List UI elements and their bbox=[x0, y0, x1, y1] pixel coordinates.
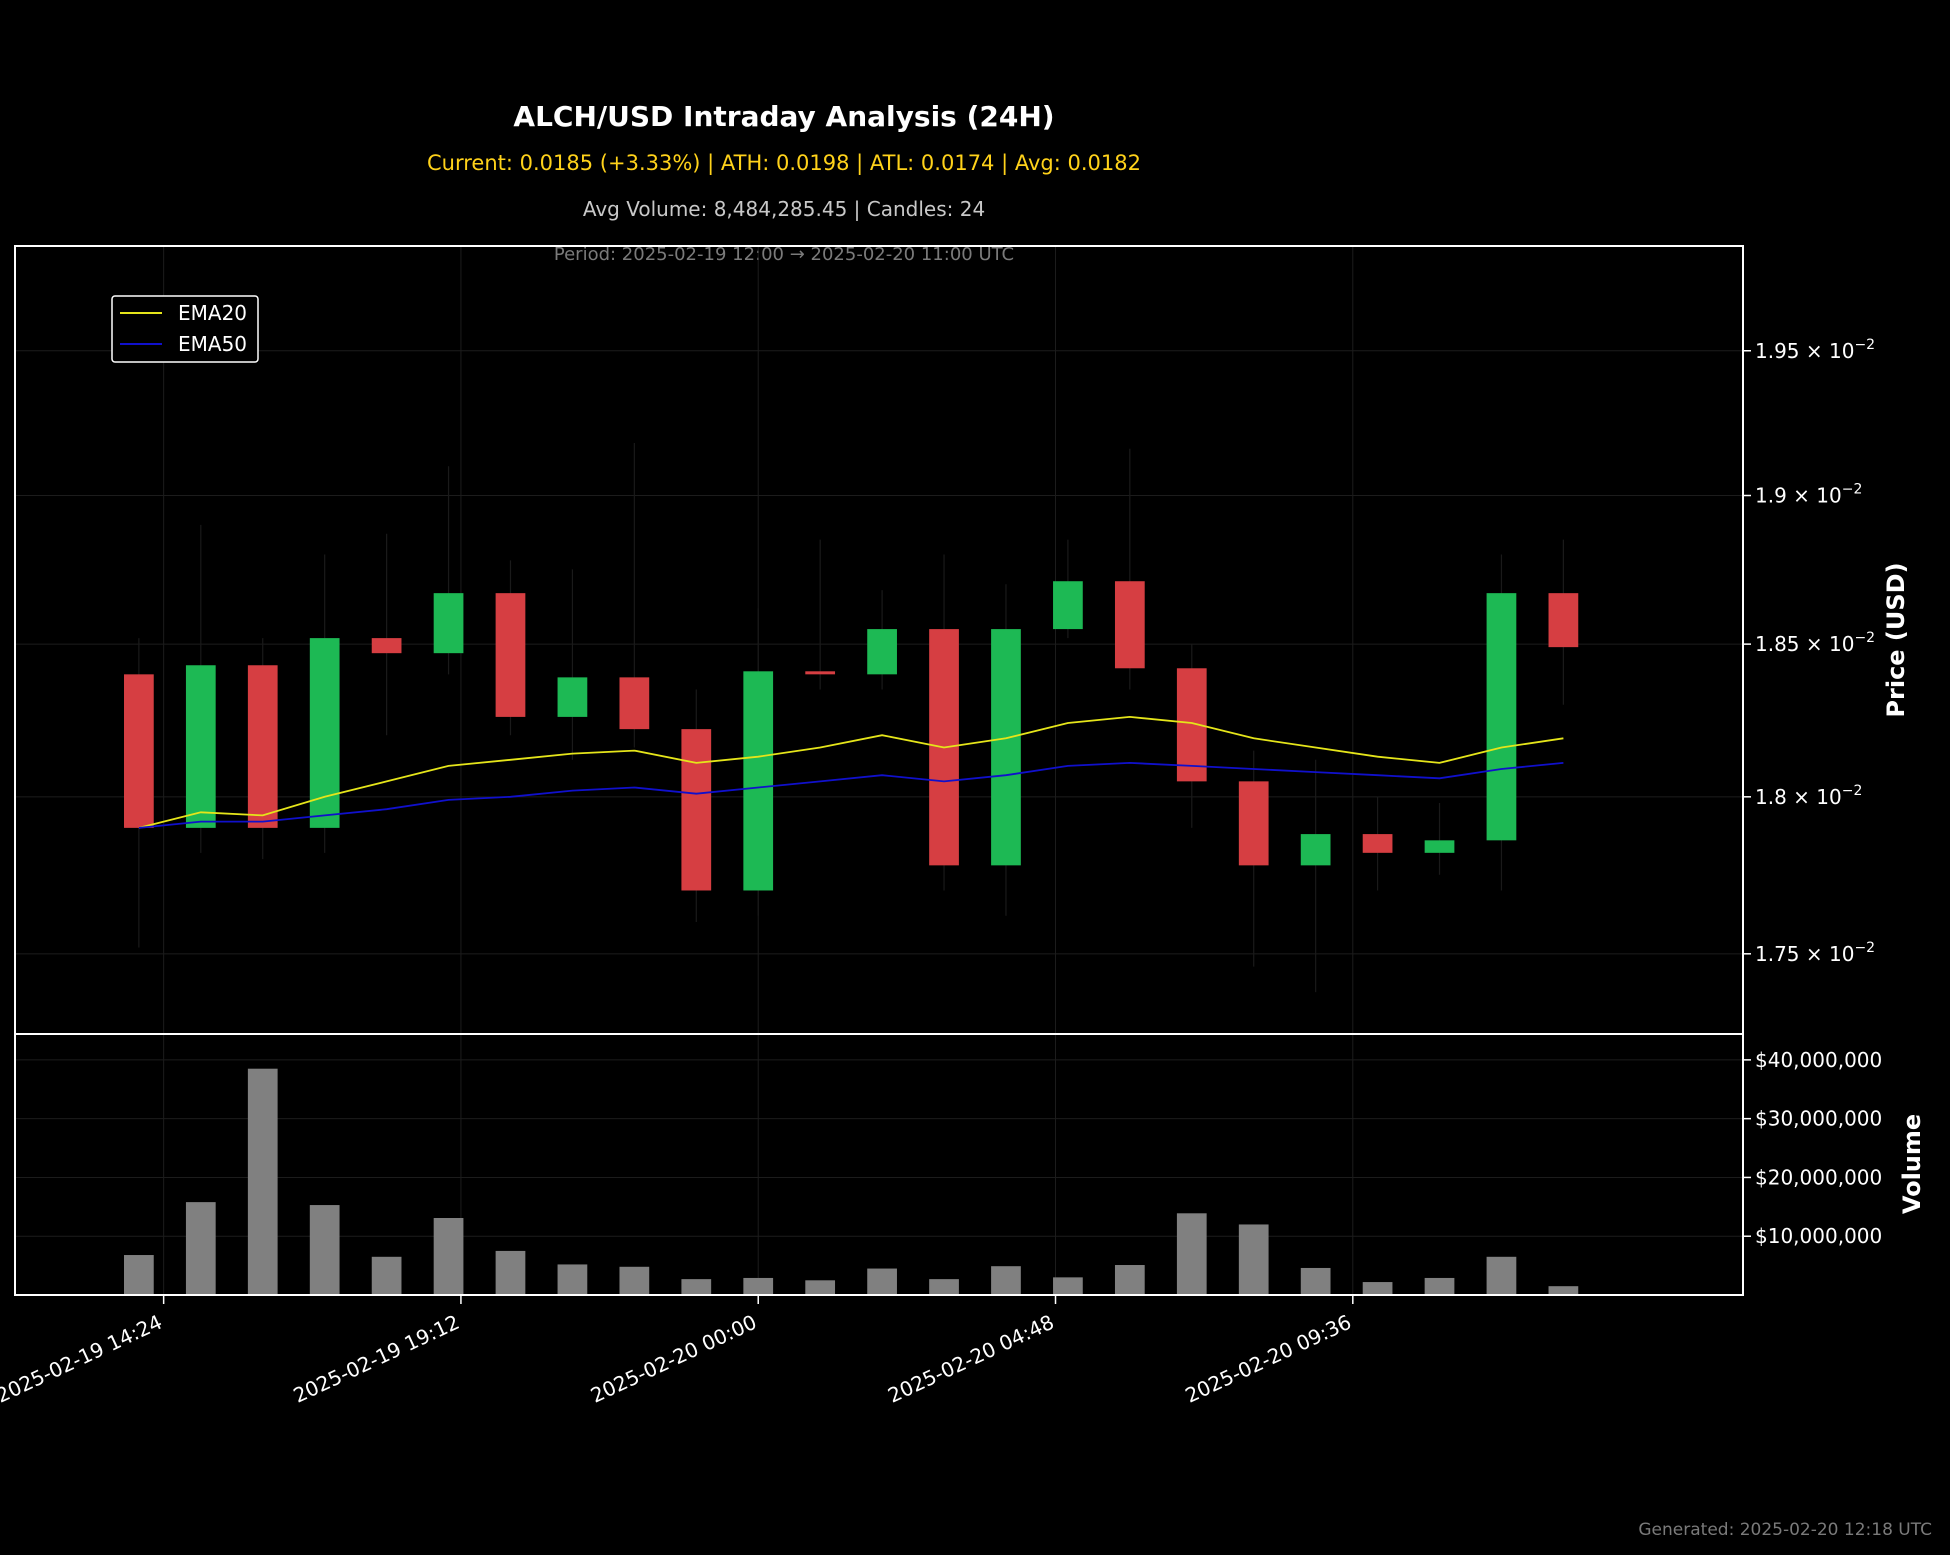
time-tick-label: 2025-02-19 19:12 bbox=[290, 1310, 463, 1408]
time-tick-label: 2025-02-19 14:24 bbox=[0, 1310, 166, 1408]
volume-panel-frame bbox=[14, 1033, 1744, 1296]
volume-bar bbox=[247, 1068, 278, 1295]
candle-bodies bbox=[124, 581, 1579, 891]
volume-bar bbox=[371, 1256, 402, 1295]
price-tick-label: 1.9 × 10−2 bbox=[1755, 482, 1862, 508]
volume-bar bbox=[929, 1279, 959, 1295]
volume-tick-label: $20,000,000 bbox=[1755, 1165, 1882, 1189]
candle-body-down bbox=[681, 729, 712, 891]
price-axis-ticks: 1.75 × 10−2 1.8 × 10−2 1.85 × 10−2 1.9 × 10… bbox=[1743, 337, 1875, 966]
time-tick-label: 2025-02-20 09:36 bbox=[1181, 1310, 1354, 1408]
price-tick-label: 1.8 × 10−2 bbox=[1755, 783, 1862, 809]
volume-bar bbox=[1176, 1213, 1207, 1295]
price-tick-label: 1.85 × 10−2 bbox=[1755, 630, 1875, 656]
candle-body-down bbox=[247, 665, 278, 828]
candle-body-up bbox=[185, 665, 216, 828]
volume-bar bbox=[309, 1205, 340, 1295]
candle-body-down bbox=[495, 593, 526, 717]
volume-bar bbox=[1238, 1224, 1269, 1295]
volume-bar bbox=[619, 1266, 650, 1295]
candle-body-up bbox=[1424, 840, 1455, 853]
volume-bar bbox=[681, 1279, 712, 1295]
candle-body-up bbox=[1053, 581, 1083, 630]
candle-body-up bbox=[867, 629, 897, 675]
volume-axis-label: Volume bbox=[1898, 1114, 1926, 1214]
candle-body-down bbox=[1548, 593, 1579, 648]
volume-bar bbox=[495, 1250, 526, 1295]
time-axis-ticks: 2025-02-19 14:24 2025-02-19 19:12 2025-02-… bbox=[0, 1295, 1355, 1408]
candle-body-up bbox=[743, 671, 774, 891]
legend-ema50-label: EMA50 bbox=[178, 332, 247, 356]
candle-body-up bbox=[1486, 593, 1517, 841]
candle-body-up bbox=[991, 629, 1021, 866]
volume-bar bbox=[185, 1202, 216, 1295]
volume-bar bbox=[1300, 1267, 1331, 1295]
volume-bar bbox=[1424, 1277, 1455, 1295]
volume-bar bbox=[557, 1264, 588, 1295]
volume-bar bbox=[991, 1266, 1021, 1295]
time-tick-label: 2025-02-20 00:00 bbox=[587, 1310, 760, 1408]
candle-body-down bbox=[1362, 834, 1393, 853]
legend-ema20-label: EMA20 bbox=[178, 301, 247, 325]
volume-bar bbox=[1548, 1286, 1579, 1295]
price-tick-label: 1.75 × 10−2 bbox=[1755, 940, 1875, 966]
volume-bar bbox=[433, 1217, 464, 1295]
volume-bar bbox=[743, 1277, 774, 1295]
volume-subtitle: Avg Volume: 8,484,285.45 | Candles: 24 bbox=[582, 197, 986, 221]
candle-body-down bbox=[124, 674, 154, 828]
volume-bar bbox=[1486, 1256, 1517, 1295]
candle-wicks bbox=[138, 442, 1564, 993]
candle-body-up bbox=[433, 593, 464, 654]
volume-grid bbox=[15, 1034, 1743, 1295]
generated-timestamp: Generated: 2025-02-20 12:18 UTC bbox=[1638, 1520, 1932, 1540]
time-tick-label: 2025-02-20 04:48 bbox=[884, 1310, 1057, 1408]
price-tick-label: 1.95 × 10−2 bbox=[1755, 337, 1875, 363]
volume-bar bbox=[805, 1280, 836, 1295]
candle-body-down bbox=[805, 671, 836, 675]
volume-bar bbox=[1114, 1265, 1145, 1295]
ema-lines bbox=[138, 715, 1564, 829]
ema50-line bbox=[138, 761, 1564, 829]
volume-bar bbox=[1362, 1282, 1393, 1295]
volume-bar bbox=[124, 1255, 154, 1295]
volume-bar bbox=[1053, 1277, 1083, 1295]
volume-tick-label: $30,000,000 bbox=[1755, 1107, 1882, 1131]
candle-body-down bbox=[1238, 781, 1269, 866]
volume-bars bbox=[124, 1068, 1579, 1295]
candle-body-up bbox=[1300, 834, 1331, 866]
chart-title: ALCH/USD Intraday Analysis (24H) bbox=[513, 100, 1055, 133]
candle-body-up bbox=[557, 677, 588, 717]
period-subtitle: Period: 2025-02-19 12:00 → 2025-02-20 11… bbox=[553, 244, 1015, 265]
legend: EMA20 EMA50 bbox=[111, 295, 259, 363]
volume-bar bbox=[867, 1268, 897, 1295]
stats-subtitle: Current: 0.0185 (+3.33%) | ATH: 0.0198 |… bbox=[427, 151, 1141, 175]
ema20-line bbox=[138, 715, 1564, 829]
volume-tick-label: $10,000,000 bbox=[1755, 1224, 1882, 1248]
volume-axis-ticks: $10,000,000 $20,000,000 $30,000,000 $40,000… bbox=[1743, 1048, 1882, 1248]
volume-tick-label: $40,000,000 bbox=[1755, 1048, 1882, 1072]
candle-body-down bbox=[1114, 581, 1145, 669]
price-axis-label: Price (USD) bbox=[1882, 562, 1910, 717]
candle-body-down bbox=[371, 638, 402, 654]
candle-body-down bbox=[619, 677, 650, 730]
